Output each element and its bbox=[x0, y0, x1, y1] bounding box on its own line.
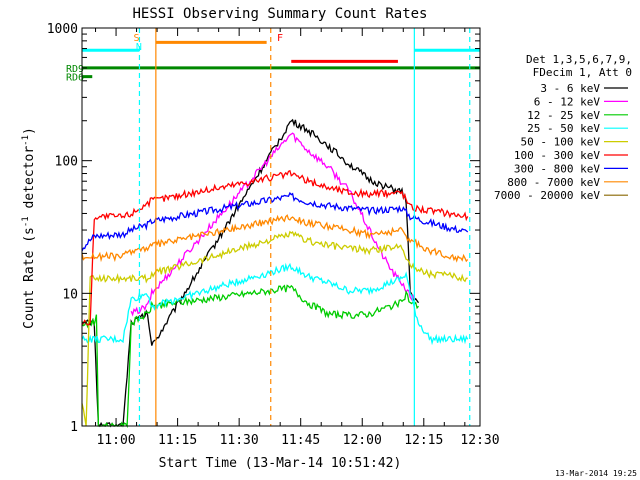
chart-title: HESSI Observing Summary Count Rates bbox=[132, 6, 427, 22]
event-marker-0: S bbox=[133, 33, 139, 44]
series-line-7 bbox=[81, 214, 469, 263]
x-tick-label-1: 11:15 bbox=[158, 433, 197, 448]
legend: Det 1,3,5,6,7,9, FDecim 1, Att 0 3 - 6 k… bbox=[494, 53, 632, 202]
y-axis-label-end: ) bbox=[22, 127, 37, 135]
y-axis-label-sup2: -1 bbox=[21, 135, 31, 146]
y-tick-label-1: 10 bbox=[62, 287, 78, 302]
legend-label-5: 100 - 300 keV bbox=[514, 149, 600, 162]
x-tick-label-3: 11:45 bbox=[281, 433, 320, 448]
series-lines bbox=[81, 118, 469, 429]
legend-title-2: FDecim 1, Att 0 bbox=[533, 66, 632, 79]
y-axis-label: Count Rate (s-1 detector-1) bbox=[21, 127, 37, 329]
y-axis-label-mid: detector bbox=[22, 146, 37, 217]
event-marker-2: F bbox=[277, 33, 283, 44]
x-tick-label-6: 12:30 bbox=[460, 433, 499, 448]
timestamp: 13-Mar-2014 19:25 bbox=[555, 469, 637, 478]
y-axis-label-sup1: -1 bbox=[21, 216, 31, 227]
series-line-6 bbox=[81, 191, 469, 252]
series-line-0 bbox=[81, 118, 420, 428]
event-marker-1: N bbox=[136, 42, 142, 53]
series-line-5 bbox=[81, 169, 469, 326]
status-bar-label-0: RD9 bbox=[66, 64, 84, 75]
y-axis-ticks: 1 10 100 1000 bbox=[47, 22, 480, 435]
series-line-3 bbox=[81, 262, 469, 346]
y-axis-label-main: Count Rate (s bbox=[22, 227, 37, 329]
legend-label-1: 6 - 12 keV bbox=[534, 95, 601, 108]
y-tick-label-2: 100 bbox=[55, 155, 78, 170]
legend-label-6: 300 - 800 keV bbox=[514, 162, 600, 175]
series-line-4 bbox=[81, 230, 468, 427]
legend-label-0: 3 - 6 keV bbox=[540, 82, 600, 95]
plot-frame bbox=[81, 27, 481, 427]
event-markers: SN F bbox=[133, 33, 283, 53]
x-tick-label-2: 11:30 bbox=[220, 433, 259, 448]
event-lines bbox=[138, 28, 471, 426]
legend-label-8: 7000 - 20000 keV bbox=[494, 189, 600, 202]
series-line-2 bbox=[81, 284, 420, 429]
legend-label-2: 12 - 25 keV bbox=[527, 109, 600, 122]
y-tick-label-3: 1000 bbox=[47, 22, 78, 37]
series-line-1 bbox=[130, 132, 416, 317]
x-tick-label-5: 12:15 bbox=[404, 433, 443, 448]
x-axis-ticks: 11:00 11:15 11:30 11:45 12:00 12:15 12:30 bbox=[95, 28, 500, 448]
legend-label-3: 25 - 50 keV bbox=[527, 122, 600, 135]
x-tick-label-0: 11:00 bbox=[96, 433, 135, 448]
x-tick-label-4: 12:00 bbox=[343, 433, 382, 448]
status-bar-label-1: RD6 bbox=[66, 73, 84, 84]
legend-label-4: 50 - 100 keV bbox=[521, 136, 601, 149]
x-axis-label: Start Time (13-Mar-14 10:51:42) bbox=[159, 456, 402, 471]
legend-title-1: Det 1,3,5,6,7,9, bbox=[526, 53, 632, 66]
y-tick-label-0: 1 bbox=[70, 420, 78, 435]
legend-label-7: 800 - 7000 keV bbox=[507, 176, 600, 189]
